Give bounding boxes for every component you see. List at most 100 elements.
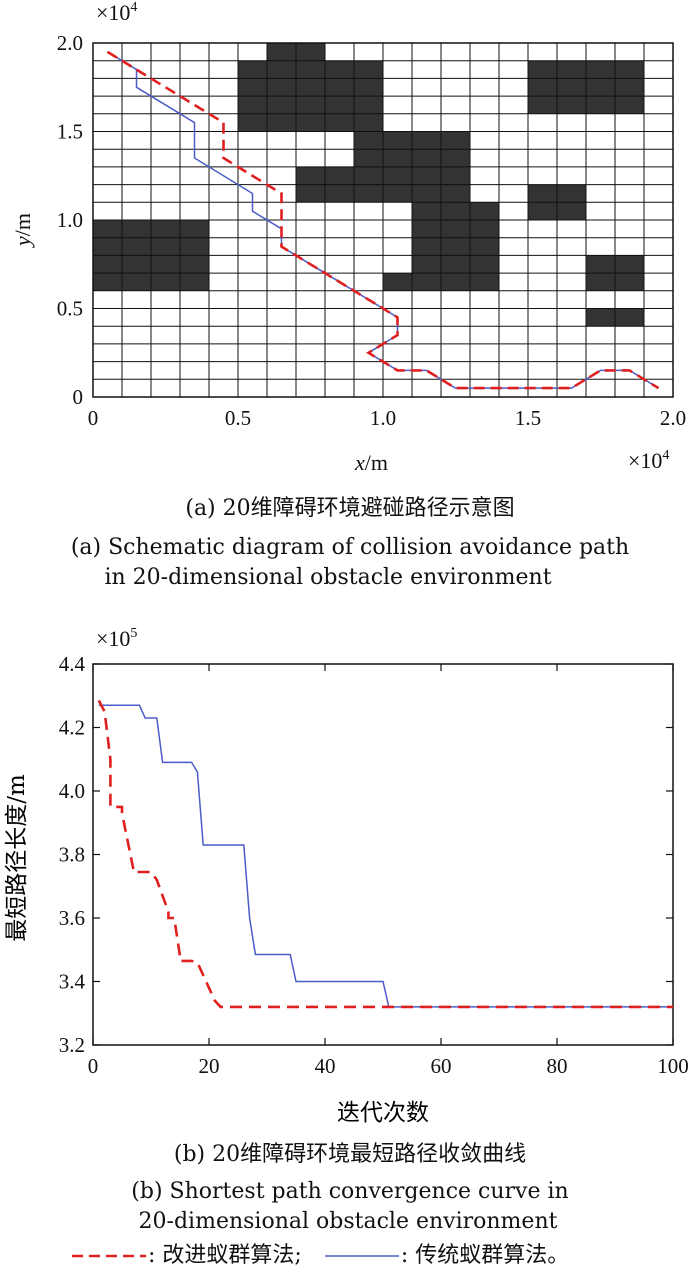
obstacle-cell [151, 255, 180, 274]
obstacle-cell [586, 273, 615, 291]
y-tick-label: 2.0 [57, 31, 83, 55]
obstacle-cell [528, 96, 557, 114]
obstacle-cell [267, 43, 296, 61]
obstacle-cell [296, 113, 325, 132]
y-tick-label: 3.4 [59, 970, 86, 994]
obstacle-cell [470, 273, 499, 291]
caption-a-cn: (a) 20维障碍环境避碰路径示意图 [185, 496, 515, 521]
obstacle-cell [354, 149, 383, 167]
chart-b-y-label: 最短路径长度/m [4, 774, 30, 942]
obstacle-cell [615, 96, 644, 114]
caption-b-en-2: 20-dimensional obstacle environment [138, 1209, 558, 1234]
obstacle-cell [296, 184, 325, 203]
obstacle-cell [151, 273, 180, 291]
y-tick-label: 4.2 [59, 716, 85, 740]
x-tick-label: 100 [657, 1054, 689, 1078]
obstacle-cell [615, 60, 644, 79]
obstacle-cell [383, 273, 412, 291]
obstacle-cell [412, 202, 441, 220]
obstacle-cell [180, 220, 209, 238]
y-tick-label: 1.5 [57, 120, 83, 144]
grid-layer [93, 43, 673, 397]
y-tick-label: 4.0 [59, 779, 85, 803]
obstacle-cell [325, 166, 354, 185]
chart-a-frame [92, 42, 674, 398]
legend-label-improved: : 改进蚁群算法; [148, 1243, 302, 1268]
obstacle-cell [412, 220, 441, 238]
series-improved [97, 699, 673, 1009]
obstacle-cell [267, 113, 296, 132]
chart-b-series-layer [97, 699, 673, 1009]
y-tick-label: 4.4 [59, 652, 86, 676]
obstacle-cell [122, 273, 151, 291]
x-tick-label: 0 [88, 1054, 99, 1078]
obstacle-cell [122, 220, 151, 238]
chart-b-x-label: 迭代次数 [337, 1100, 429, 1126]
obstacle-cell [412, 149, 441, 167]
series-traditional [98, 704, 673, 1008]
obstacle-cell [238, 96, 267, 114]
obstacle-cell [354, 184, 383, 203]
obstacle-cell [586, 96, 615, 114]
legend-swatch-improved [72, 1254, 146, 1258]
chart-a-x-label: x/m [354, 450, 388, 475]
obstacle-cell [412, 131, 441, 150]
obstacle-cell [325, 78, 354, 97]
chart-a-y-label: y/m [10, 213, 35, 248]
obstacle-cell [296, 166, 325, 185]
obstacle-cell [528, 78, 557, 97]
x-tick-label: 1.5 [515, 406, 541, 430]
obstacle-cell [325, 184, 354, 203]
chart-a-path-map: 0 0.5 1.0 1.5 2.0 0 0.5 1.0 1.5 2.0 ×104 ×104 x/m… [10, 0, 686, 475]
obstacle-cell [267, 78, 296, 97]
obstacle-cell [180, 273, 209, 291]
obstacle-cell [383, 166, 412, 185]
obstacle-cell [470, 220, 499, 238]
obstacle-cell [93, 220, 122, 238]
obstacle-cell [470, 255, 499, 274]
obstacle-cell [586, 78, 615, 97]
obstacle-cell [412, 184, 441, 203]
chart-a-ticks: 0 0.5 1.0 1.5 2.0 0 0.5 1.0 1.5 2.0 [57, 31, 686, 430]
obstacle-cell [325, 96, 354, 114]
obstacle-cell [122, 255, 151, 274]
obstacle-cell [557, 184, 586, 203]
legend-label-traditional: : 传统蚁群算法。 [400, 1243, 570, 1268]
obstacle-cell [586, 255, 615, 274]
legend: : 改进蚁群算法; : 传统蚁群算法。 [70, 1240, 569, 1272]
obstacle-cell [296, 78, 325, 97]
chart-b-convergence: 0 20 40 60 80 100 3.2 3.4 3.6 3.8 4.0 4.2 4.4 ×105 迭… [4, 626, 689, 1126]
obstacle-cell [180, 255, 209, 274]
obstacle-cell [151, 220, 180, 238]
obstacle-cell [267, 96, 296, 114]
obstacle-cell [441, 149, 470, 167]
chart-b-ticks: 0 20 40 60 80 100 3.2 3.4 3.6 3.8 4.0 4.2 4.4 [59, 652, 689, 1078]
obstacle-cell [122, 237, 151, 256]
x-tick-label: 20 [199, 1054, 220, 1078]
caption-b-cn: (b) 20维障碍环境最短路径收敛曲线 [173, 1142, 527, 1167]
x-tick-label: 40 [315, 1054, 336, 1078]
y-tick-label: 3.2 [59, 1033, 85, 1057]
obstacle-cell [441, 255, 470, 274]
x-tick-label: 0.5 [225, 406, 251, 430]
obstacle-cell [615, 273, 644, 291]
obstacle-cell [238, 78, 267, 97]
obstacle-cell [180, 237, 209, 256]
y-tick-label: 0 [73, 385, 84, 409]
y-tick-label: 3.6 [59, 906, 85, 930]
obstacle-cell [615, 255, 644, 274]
obstacle-cell [267, 60, 296, 79]
obstacle-cell [441, 273, 470, 291]
obstacle-cell [412, 273, 441, 291]
obstacle-cell [586, 308, 615, 327]
y-tick-label: 0.5 [57, 297, 83, 321]
obstacle-cell [586, 60, 615, 79]
obstacle-cell [354, 113, 383, 132]
obstacle-cell [412, 166, 441, 185]
obstacle-cell [354, 131, 383, 150]
obstacle-cell [557, 78, 586, 97]
x-tick-label: 60 [431, 1054, 452, 1078]
obstacle-cell [325, 60, 354, 79]
path-improved [106, 50, 660, 390]
obstacle-cell [383, 184, 412, 203]
